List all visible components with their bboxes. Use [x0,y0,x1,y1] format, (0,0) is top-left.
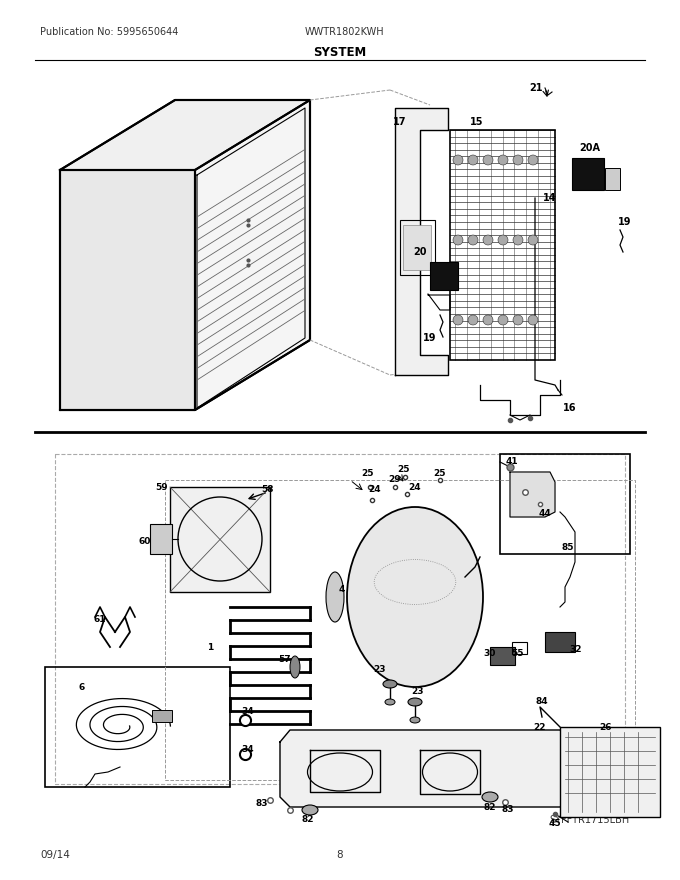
Ellipse shape [290,656,300,678]
Text: 14: 14 [543,193,557,203]
Text: 44: 44 [539,510,551,518]
Text: 23: 23 [412,687,424,696]
Text: 57: 57 [279,656,291,664]
Ellipse shape [383,680,397,688]
Circle shape [468,315,478,325]
Bar [400,220,435,275]
Text: 20: 20 [413,247,427,257]
Text: 45: 45 [549,819,561,828]
Circle shape [528,155,538,165]
Text: 29: 29 [389,475,401,485]
Text: 23: 23 [374,665,386,674]
Circle shape [483,235,493,245]
Text: 82: 82 [302,816,314,825]
Circle shape [513,315,523,325]
Text: 19: 19 [618,217,632,227]
Circle shape [483,315,493,325]
Bar [545,632,575,652]
Text: 83: 83 [502,805,514,815]
Polygon shape [195,100,310,410]
Ellipse shape [347,507,483,687]
Text: 16: 16 [563,403,577,413]
Polygon shape [280,730,570,807]
Ellipse shape [326,572,344,622]
Text: 17: 17 [393,117,407,127]
Ellipse shape [302,805,318,815]
Text: 26: 26 [599,722,611,731]
Circle shape [498,235,508,245]
Circle shape [468,155,478,165]
Text: Publication No: 5995650644: Publication No: 5995650644 [40,27,178,37]
Bar [165,480,635,780]
Bar [152,710,172,722]
Polygon shape [510,472,555,517]
Bar [560,727,660,817]
Circle shape [483,155,493,165]
Text: 85: 85 [562,542,574,552]
Ellipse shape [482,792,498,802]
Bar [512,642,527,654]
Polygon shape [60,100,310,170]
Text: 82: 82 [483,803,496,811]
Bar [45,667,230,787]
Text: 24: 24 [369,486,381,495]
Text: 24: 24 [409,482,422,492]
Text: SYFFTR1715LBH: SYFFTR1715LBH [549,815,630,825]
Bar [450,130,555,360]
Text: 20A: 20A [579,143,600,153]
Text: 6: 6 [79,683,85,692]
Bar [55,454,625,784]
Polygon shape [395,108,448,375]
Text: 41: 41 [506,458,518,466]
Text: 8: 8 [337,850,343,860]
Text: 84: 84 [536,698,548,707]
Text: 4: 4 [339,585,345,595]
Circle shape [528,235,538,245]
Bar [150,524,172,554]
Text: 21: 21 [529,83,543,93]
Text: 59: 59 [156,482,169,492]
Text: 1: 1 [207,642,213,651]
Ellipse shape [385,699,395,705]
Text: 61: 61 [94,615,106,625]
Text: 22: 22 [534,722,546,731]
Bar [500,454,630,554]
Text: 34: 34 [241,745,254,754]
Text: 09/14: 09/14 [40,850,70,860]
Ellipse shape [408,698,422,706]
Text: 25: 25 [434,470,446,479]
Circle shape [468,235,478,245]
Text: SYSTEM: SYSTEM [313,46,367,58]
Bar [490,647,515,665]
Circle shape [513,155,523,165]
Text: WWTR1802KWH: WWTR1802KWH [305,27,385,37]
Circle shape [453,155,463,165]
Text: 34: 34 [241,708,254,716]
Circle shape [453,315,463,325]
Circle shape [498,315,508,325]
Bar [430,262,458,290]
Text: 58: 58 [262,486,274,495]
Polygon shape [60,170,195,410]
Text: 19: 19 [423,333,437,343]
Text: 32: 32 [570,646,582,655]
Bar [170,487,270,592]
Circle shape [453,235,463,245]
Text: 25: 25 [362,470,374,479]
Text: 15: 15 [471,117,483,127]
Bar [605,168,620,190]
Circle shape [528,315,538,325]
Circle shape [498,155,508,165]
Bar [572,158,604,190]
Ellipse shape [410,717,420,723]
Text: 60: 60 [139,538,151,546]
Bar [403,225,431,270]
Text: 55: 55 [512,649,524,658]
Text: 25: 25 [396,466,409,474]
Text: 83: 83 [256,800,268,809]
Circle shape [513,235,523,245]
Text: 30: 30 [483,649,496,658]
